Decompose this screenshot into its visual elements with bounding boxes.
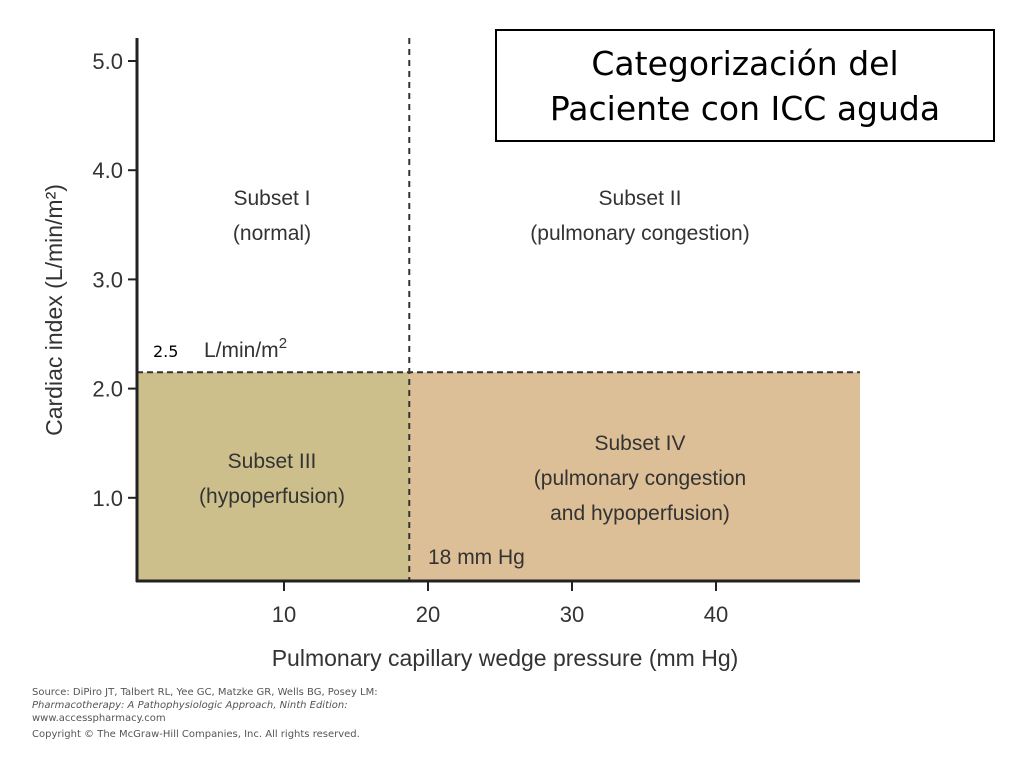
subset-iv-label: Subset IV — [594, 432, 685, 455]
subset-ii-label: Subset II — [599, 187, 682, 210]
copyright: Copyright © The McGraw-Hill Companies, I… — [32, 729, 360, 740]
x-ticks: 10 20 30 40 — [272, 581, 728, 627]
y-tick-label: 4.0 — [92, 158, 123, 183]
subset-i-label: Subset I — [233, 187, 310, 210]
y-tick-label: 1.0 — [92, 486, 123, 511]
threshold-unit-sup: 2 — [279, 335, 287, 352]
slide-title: Categorización del Paciente con ICC agud… — [495, 29, 995, 142]
threshold-unit: L/min/m — [204, 339, 279, 362]
x-tick-label: 20 — [416, 602, 440, 627]
y-axis-label: Cardiac index (L/min/m²) — [41, 184, 67, 436]
x-tick-label: 40 — [704, 602, 728, 627]
source-line-1: Source: DiPiro JT, Talbert RL, Yee GC, M… — [32, 687, 378, 698]
source-citation: Source: DiPiro JT, Talbert RL, Yee GC, M… — [32, 686, 378, 741]
region-subset-iii — [137, 372, 410, 581]
pcwp-threshold-label: 18 mm Hg — [428, 546, 525, 569]
subset-i-desc: (normal) — [233, 222, 311, 245]
source-url: www.accesspharmacy.com — [32, 713, 166, 724]
subset-ii-desc: (pulmonary congestion) — [530, 222, 749, 245]
y-ticks: 5.0 4.0 3.0 2.0 1.0 — [92, 49, 137, 511]
subset-iii-label: Subset III — [228, 450, 317, 473]
region-subset-iv — [409, 372, 860, 581]
x-tick-label: 10 — [272, 602, 296, 627]
threshold-value-label: 2.5 — [153, 342, 178, 361]
y-tick-label: 3.0 — [92, 267, 123, 292]
y-tick-label: 2.0 — [92, 377, 123, 402]
x-axis-label: Pulmonary capillary wedge pressure (mm H… — [272, 645, 739, 671]
x-tick-label: 30 — [560, 602, 584, 627]
threshold-unit-label: L/min/m2 — [204, 335, 287, 362]
y-tick-label: 5.0 — [92, 49, 123, 74]
subset-iv-desc: (pulmonary congestion — [534, 467, 746, 490]
subset-iv-desc2: and hypoperfusion) — [550, 502, 730, 525]
source-line-2: Pharmacotherapy: A Pathophysiologic Appr… — [32, 700, 348, 711]
subset-iii-desc: (hypoperfusion) — [199, 485, 345, 508]
